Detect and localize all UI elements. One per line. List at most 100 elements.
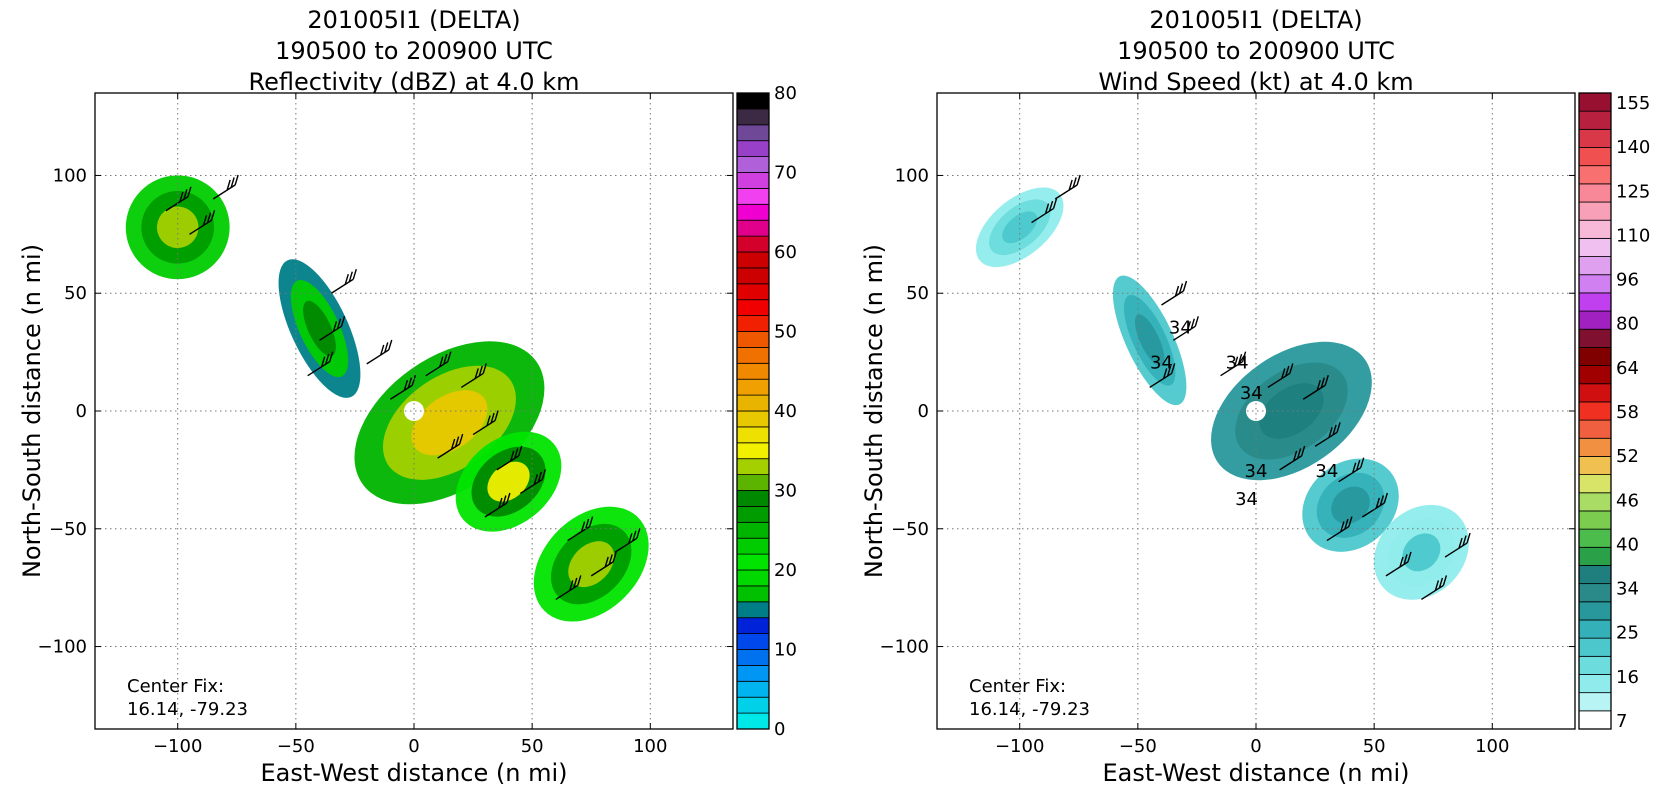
data-field-group [975, 187, 1469, 600]
wind-barb-flag [380, 344, 385, 356]
contour-label: 34 [1226, 353, 1249, 374]
wind-barb [484, 492, 511, 518]
wind-barb-flag [604, 556, 609, 568]
colorbar-segment [1578, 619, 1612, 639]
wind-barb-flag [403, 380, 409, 391]
wind-barb-flag [474, 368, 479, 379]
contour-label: 34 [1235, 489, 1258, 510]
colorbar-segment [1578, 601, 1612, 621]
colorbar-segment [736, 712, 770, 730]
center-fix-line: Center Fix: [969, 676, 1066, 697]
chart-title-line: 201005I1 (DELTA) [307, 6, 520, 34]
data-field-patch [1134, 314, 1165, 367]
y-tick-label: 100 [895, 165, 929, 186]
colorbar-tick-label: 34 [1616, 579, 1639, 600]
wind-barb-flag [612, 551, 617, 563]
y-tick-label: 0 [76, 401, 87, 422]
colorbar-segment [736, 378, 770, 396]
x-tick-label: 50 [521, 736, 544, 757]
colorbar-tick-label: 50 [774, 322, 797, 343]
wind-barb [319, 316, 346, 341]
wind-barb [1149, 363, 1176, 389]
wind-barb-flag [636, 528, 641, 539]
wind-barb-flag [632, 530, 637, 542]
data-field-patch [1402, 533, 1441, 572]
wind-barb-flag [1237, 353, 1243, 365]
wind-barb [1444, 532, 1471, 558]
colorbar-tick-label: 46 [1616, 490, 1639, 511]
wind-barb-flag [1186, 321, 1191, 332]
wind-barb-flag [1356, 459, 1361, 471]
wind-barb-flag [1190, 318, 1195, 330]
center-fix-annotation: Center Fix:16.14, -79.23 [127, 676, 248, 720]
wind-barb-flag [384, 342, 389, 353]
colorbar-segment [1578, 674, 1612, 694]
x-tick-label: −50 [1119, 736, 1157, 757]
colorbar-segment [736, 187, 770, 205]
colorbar-segment [736, 617, 770, 635]
colorbar-segment [1578, 328, 1612, 348]
data-field-patch [1002, 211, 1038, 244]
colorbar-segment [736, 458, 770, 476]
grid-lines [95, 93, 733, 729]
colorbar-segment [1578, 365, 1612, 385]
center-fix-annotation: Center Fix:16.14, -79.23 [969, 676, 1090, 720]
colorbar-segment [736, 251, 770, 269]
wind-barb-flag [1324, 375, 1329, 386]
wind-barb-flag [1332, 424, 1337, 436]
wind-barb-flag [537, 471, 543, 483]
colorbar-segment [736, 140, 770, 157]
y-tick-label: 0 [918, 401, 929, 422]
wind-barb-flag [348, 271, 353, 282]
contour-label: 34 [1169, 317, 1192, 338]
wind-barb [614, 528, 641, 553]
colorbar-segment [736, 108, 770, 126]
x-tick-label: 0 [1250, 736, 1261, 757]
chart-title: 201005I1 (DELTA) 190500 to 200900 UTC Wind… [1098, 6, 1413, 96]
colorbar-tick-label: 30 [774, 481, 797, 502]
wind-barb-flag [577, 575, 582, 586]
colorbar-segment [736, 203, 770, 221]
data-field-patch [568, 541, 615, 588]
wind-barb-flag [1170, 363, 1176, 374]
wind-barb [1161, 280, 1188, 306]
colorbar-segment [736, 426, 770, 444]
chart-title-line: 190500 to 200900 UTC [275, 37, 553, 65]
colorbar-segment [736, 172, 770, 189]
wind-barb [496, 445, 523, 471]
chart-panel-2: 201005I1 (DELTA) 190500 to 200900 UTC Wind… [860, 6, 1650, 787]
colorbar-segment [1578, 346, 1612, 366]
wind-barb-flag [490, 412, 495, 424]
wind-barb-flag [1383, 492, 1389, 504]
colorbar-segment [736, 505, 770, 523]
wind-barb-flag [1044, 203, 1050, 214]
colorbar-segment [1578, 183, 1612, 203]
colorbar-tick-label: 25 [1616, 623, 1639, 644]
wind-barb [590, 551, 617, 577]
colorbar-segment [1578, 583, 1612, 603]
x-tick-label: 0 [408, 736, 419, 757]
wind-barb-flag [344, 274, 349, 285]
colorbar-segment [736, 299, 770, 317]
wind-barb-flag [328, 351, 334, 362]
colorbar-tick-label: 80 [774, 83, 797, 104]
wind-barb-flag [226, 179, 231, 191]
wind-barb-flag [388, 339, 393, 351]
wind-barb [1172, 316, 1199, 341]
wind-barbs [165, 174, 641, 601]
colorbar-segment [736, 283, 770, 301]
wind-barb [189, 210, 216, 235]
wind-barb-flag [506, 492, 511, 504]
wind-barb-flag [1162, 368, 1168, 379]
y-axis-label: North-South distance (n mi) [18, 244, 46, 578]
y-tick-label: 100 [53, 165, 87, 186]
colorbar-segment [1578, 565, 1612, 585]
colorbar-segment [736, 442, 770, 460]
x-axis-label: East-West distance (n mi) [260, 759, 567, 787]
colorbar-segment [736, 156, 770, 173]
wind-barb-flag [1399, 556, 1404, 568]
colorbar-segment [1578, 492, 1612, 512]
wind-barb-flag [498, 497, 503, 509]
wind-barb-flag [320, 356, 326, 367]
wind-barb [165, 186, 192, 212]
